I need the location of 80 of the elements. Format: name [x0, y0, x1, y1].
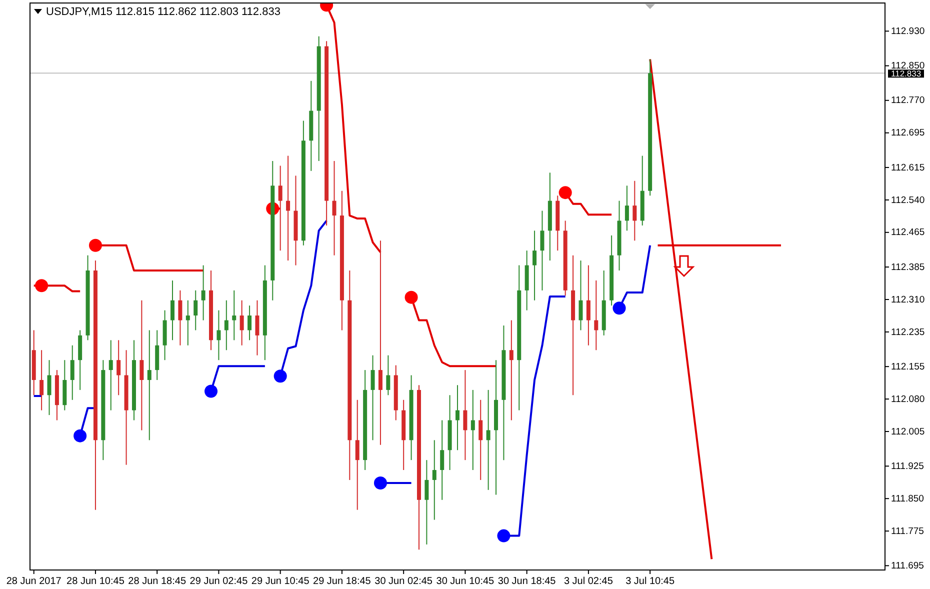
y-tick-label: 112.695	[891, 128, 925, 139]
candlestick	[624, 185, 629, 232]
y-tick-label: 112.005	[891, 426, 925, 438]
chart-title: USDJPY,M15 112.815 112.862 112.803 112.833	[46, 6, 280, 18]
candlestick	[470, 389, 475, 471]
candlestick	[178, 290, 182, 346]
candlestick	[456, 384, 460, 451]
candlestick	[186, 300, 190, 346]
candlestick	[578, 260, 583, 331]
x-tick-label: 29 Jun 18:45	[313, 576, 372, 587]
candlestick	[332, 160, 336, 256]
y-tick-label: 112.540	[891, 194, 925, 206]
candlestick	[278, 165, 282, 252]
x-tick-label: 28 Jun 2017	[6, 576, 62, 587]
candlestick	[140, 300, 144, 431]
x-tick-label: 30 Jun 18:45	[498, 576, 556, 587]
candlestick	[40, 350, 44, 411]
candlestick	[355, 399, 360, 510]
candlestick	[286, 155, 290, 262]
point	[204, 384, 218, 398]
candlestick	[370, 354, 375, 441]
candlestick	[432, 440, 436, 520]
candlestick	[255, 300, 260, 356]
x-tick-label: 29 Jun 02:45	[190, 576, 248, 587]
candlestick	[378, 240, 382, 446]
candlestick	[47, 360, 52, 416]
y-tick-label: 112.770	[891, 95, 925, 106]
candlestick	[486, 389, 490, 490]
candlestick	[201, 264, 206, 321]
x-tick-label: 30 Jun 02:45	[374, 576, 433, 587]
point	[558, 186, 572, 200]
point	[374, 476, 387, 490]
x-tick-label: 28 Jun 10:45	[66, 576, 125, 587]
y-tick-label: 112.080	[891, 394, 925, 405]
candlestick	[509, 320, 514, 421]
candlestick	[116, 340, 121, 396]
point	[74, 429, 87, 442]
x-tick-label: 28 Jun 18:45	[128, 576, 186, 587]
y-tick-label: 112.465	[891, 227, 925, 238]
candlestick	[440, 420, 444, 500]
candlestick	[240, 300, 244, 346]
y-tick-label: 112.385	[891, 262, 925, 273]
candlestick	[170, 280, 174, 341]
y-tick-label: 111.695	[891, 560, 924, 572]
candlestick	[478, 399, 483, 480]
x-tick-label: 3 Jul 10:45	[626, 576, 675, 587]
candlestick	[424, 460, 429, 545]
candlestick	[586, 264, 590, 346]
candlestick	[386, 354, 390, 396]
x-tick-label: 3 Jul 02:45	[564, 576, 614, 587]
candlestick	[463, 370, 468, 461]
y-tick-label: 112.615	[891, 162, 925, 174]
candlestick	[232, 290, 236, 341]
point	[274, 370, 287, 383]
x-tick-label: 30 Jun 10:45	[436, 576, 495, 587]
candlestick	[248, 305, 252, 341]
y-tick-label: 111.925	[891, 460, 924, 472]
candlestick	[194, 290, 198, 331]
candlestick	[147, 330, 152, 441]
candlestick	[70, 344, 74, 400]
y-tick-label: 111.850	[891, 493, 924, 504]
y-tick-label: 112.155	[891, 361, 925, 372]
candlestick	[632, 180, 637, 242]
candlestick	[594, 280, 598, 351]
point	[35, 279, 48, 292]
y-tick-label: 112.235	[891, 326, 925, 338]
candlestick	[224, 300, 228, 351]
point	[612, 302, 626, 315]
y-tick-label: 112.310	[891, 294, 925, 306]
y-tick-label: 112.930	[891, 26, 925, 37]
point	[88, 238, 102, 252]
candlestick	[540, 210, 544, 291]
point	[497, 529, 510, 542]
y-tick-label: 111.775	[891, 526, 924, 537]
ref-line-label: 112.833	[891, 68, 922, 79]
point	[404, 290, 418, 304]
x-tick-label: 29 Jun 10:45	[251, 576, 310, 587]
candlestick	[216, 310, 221, 361]
candlestick	[532, 230, 537, 301]
candlestick	[108, 340, 113, 411]
